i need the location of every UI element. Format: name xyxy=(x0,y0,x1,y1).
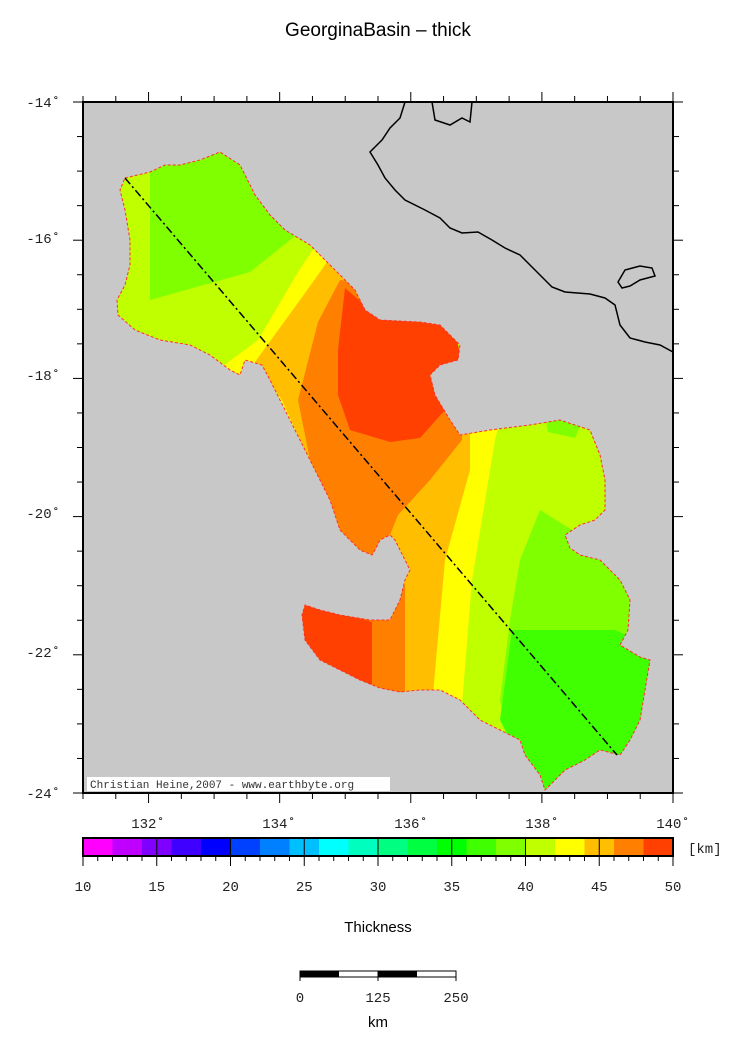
colorbar-swatch xyxy=(201,838,231,856)
colorbar-labels: 10 15 20 25 30 35 40 45 50 xyxy=(75,880,682,896)
lat-labels: -14˚ -16˚ -18˚ -20˚ -22˚ -24˚ xyxy=(26,96,60,803)
colorbar-swatch xyxy=(83,838,113,856)
coastline-top xyxy=(431,101,473,126)
colorbar-ticks xyxy=(82,838,674,866)
colorbar-tick-label: 35 xyxy=(443,880,460,896)
profile-line xyxy=(124,177,618,756)
lat-label: -20˚ xyxy=(26,507,60,523)
lon-label: 138˚ xyxy=(525,817,559,833)
scale-label: 125 xyxy=(365,991,390,1007)
colorbar-swatch xyxy=(171,838,202,856)
lat-label: -22˚ xyxy=(26,646,60,662)
colorbar-swatch xyxy=(378,838,408,856)
colorbar-tick-label: 30 xyxy=(370,880,387,896)
colorbar-swatch xyxy=(230,838,261,856)
colorbar-tick-label: 15 xyxy=(148,880,165,896)
coastline xyxy=(369,101,674,353)
colorbar-unit: [km] xyxy=(688,842,722,858)
colorbar-tick-label: 10 xyxy=(75,880,92,896)
colorbar-swatch xyxy=(614,838,644,856)
lon-label: 134˚ xyxy=(262,817,296,833)
lat-label: -16˚ xyxy=(26,232,60,248)
lat-label: -14˚ xyxy=(26,96,60,112)
lon-labels: 132˚ 134˚ 136˚ 138˚ 140˚ xyxy=(131,817,690,833)
colorbar-swatch xyxy=(319,838,349,856)
colorbar-swatch xyxy=(407,838,438,856)
credit-text: Christian Heine,2007 - www.earthbyte.org xyxy=(90,780,354,792)
colorbar-tick-label: 50 xyxy=(665,880,682,896)
lon-label: 140˚ xyxy=(656,817,690,833)
colorbar-swatch xyxy=(260,838,290,856)
lat-label: -18˚ xyxy=(26,369,60,385)
credit-box: Christian Heine,2007 - www.earthbyte.org xyxy=(87,777,390,792)
scale-bar: 0 125 250 km xyxy=(296,970,469,1031)
colorbar-swatch xyxy=(348,838,379,856)
band-48-50-south xyxy=(298,598,372,695)
colorbar-tick-label: 45 xyxy=(591,880,608,896)
scale-unit: km xyxy=(368,1014,388,1031)
lon-label: 136˚ xyxy=(394,817,428,833)
island xyxy=(617,265,656,289)
lon-label: 132˚ xyxy=(131,817,165,833)
scale-label: 250 xyxy=(443,991,468,1007)
colorbar xyxy=(83,838,674,856)
colorbar-swatch xyxy=(466,838,497,856)
colorbar-swatch xyxy=(112,838,143,856)
colorbar-label: Thickness xyxy=(344,919,412,936)
colorbar-swatch xyxy=(496,838,526,856)
lat-label: -24˚ xyxy=(26,787,60,803)
colorbar-tick-label: 40 xyxy=(517,880,534,896)
scale-label: 0 xyxy=(296,991,304,1007)
colorbar-swatch xyxy=(555,838,585,856)
band-48-50-north xyxy=(338,288,462,442)
colorbar-tick-label: 25 xyxy=(296,880,313,896)
axis-ticks xyxy=(73,92,683,803)
map-title: GeorginaBasin – thick xyxy=(285,20,471,41)
colorbar-swatch xyxy=(525,838,556,856)
colorbar-tick-label: 20 xyxy=(222,880,239,896)
colorbar-swatch xyxy=(643,838,674,856)
